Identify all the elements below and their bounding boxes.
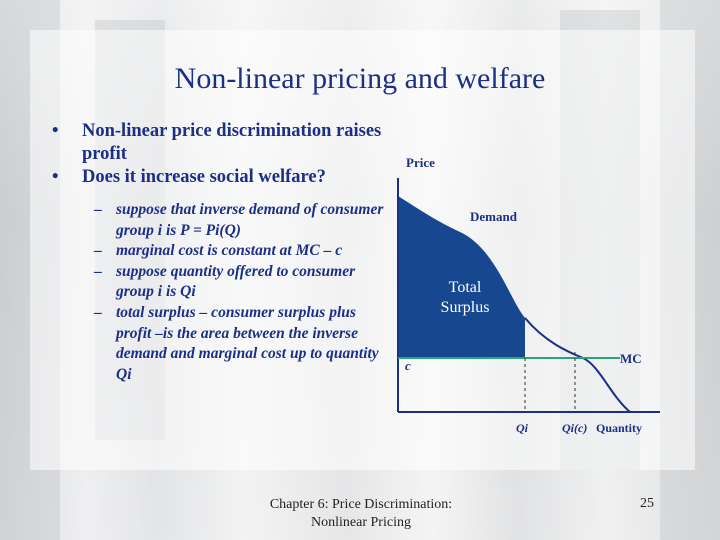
sub-bullet-item: – marginal cost is constant at MC – c [94,241,384,262]
slide-title: Non-linear pricing and welfare [174,62,546,95]
sub-bullet-marker: – [94,303,102,321]
sub-bullet-text: suppose that inverse demand of consumer … [116,201,384,239]
total-surplus-label-line2: Surplus [441,299,490,316]
sub-bullet-text: total surplus – consumer surplus plus pr… [116,303,379,383]
footer-line: Nonlinear Pricing [311,515,411,530]
sub-bullet-list: – suppose that inverse demand of consume… [94,200,384,385]
quantity-axis-label: Quantity [596,421,642,435]
c-label: c [405,358,411,373]
footer-line: Chapter 6: Price Discrimination: [269,497,453,512]
sub-bullet-item: – suppose that inverse demand of consume… [94,200,384,241]
sub-bullet-marker: – [94,242,102,260]
sub-bullet-text: suppose quantity offered to consumer gro… [116,262,356,301]
demand-label: Demand [470,209,518,224]
total-surplus-area [398,196,525,358]
sub-bullet-text: marginal cost is constant at MC – c [116,242,343,260]
demand-curve [524,317,631,413]
total-surplus-label-line1: Total [449,279,482,296]
page-number: 25 [640,496,654,511]
bullet-list: • Non-linear price discrimination raises… [52,120,382,189]
mc-label: MC [620,351,642,366]
qi-label: Qi [516,421,529,435]
bullet-item: • Does it increase social welfare? [52,166,382,189]
bullet-text: Does it increase social welfare? [82,167,326,187]
footer-chapter: Chapter 6: Price Discrimination: Nonline… [266,496,456,532]
bullet-item: • Non-linear price discrimination raises… [52,120,382,166]
sub-bullet-marker: – [94,201,102,218]
bullet-text: Non-linear price discrimination raises p… [82,121,382,164]
bullet-marker: • [52,121,59,141]
sub-bullet-item: – total surplus – consumer surplus plus … [94,303,384,385]
sub-bullet-marker: – [94,262,102,280]
price-axis-label: Price [406,155,435,170]
sub-bullet-item: – suppose quantity offered to consumer g… [94,262,384,303]
slide-panel [30,30,695,470]
bullet-marker: • [52,167,59,187]
qic-label: Qi(c) [562,421,587,435]
